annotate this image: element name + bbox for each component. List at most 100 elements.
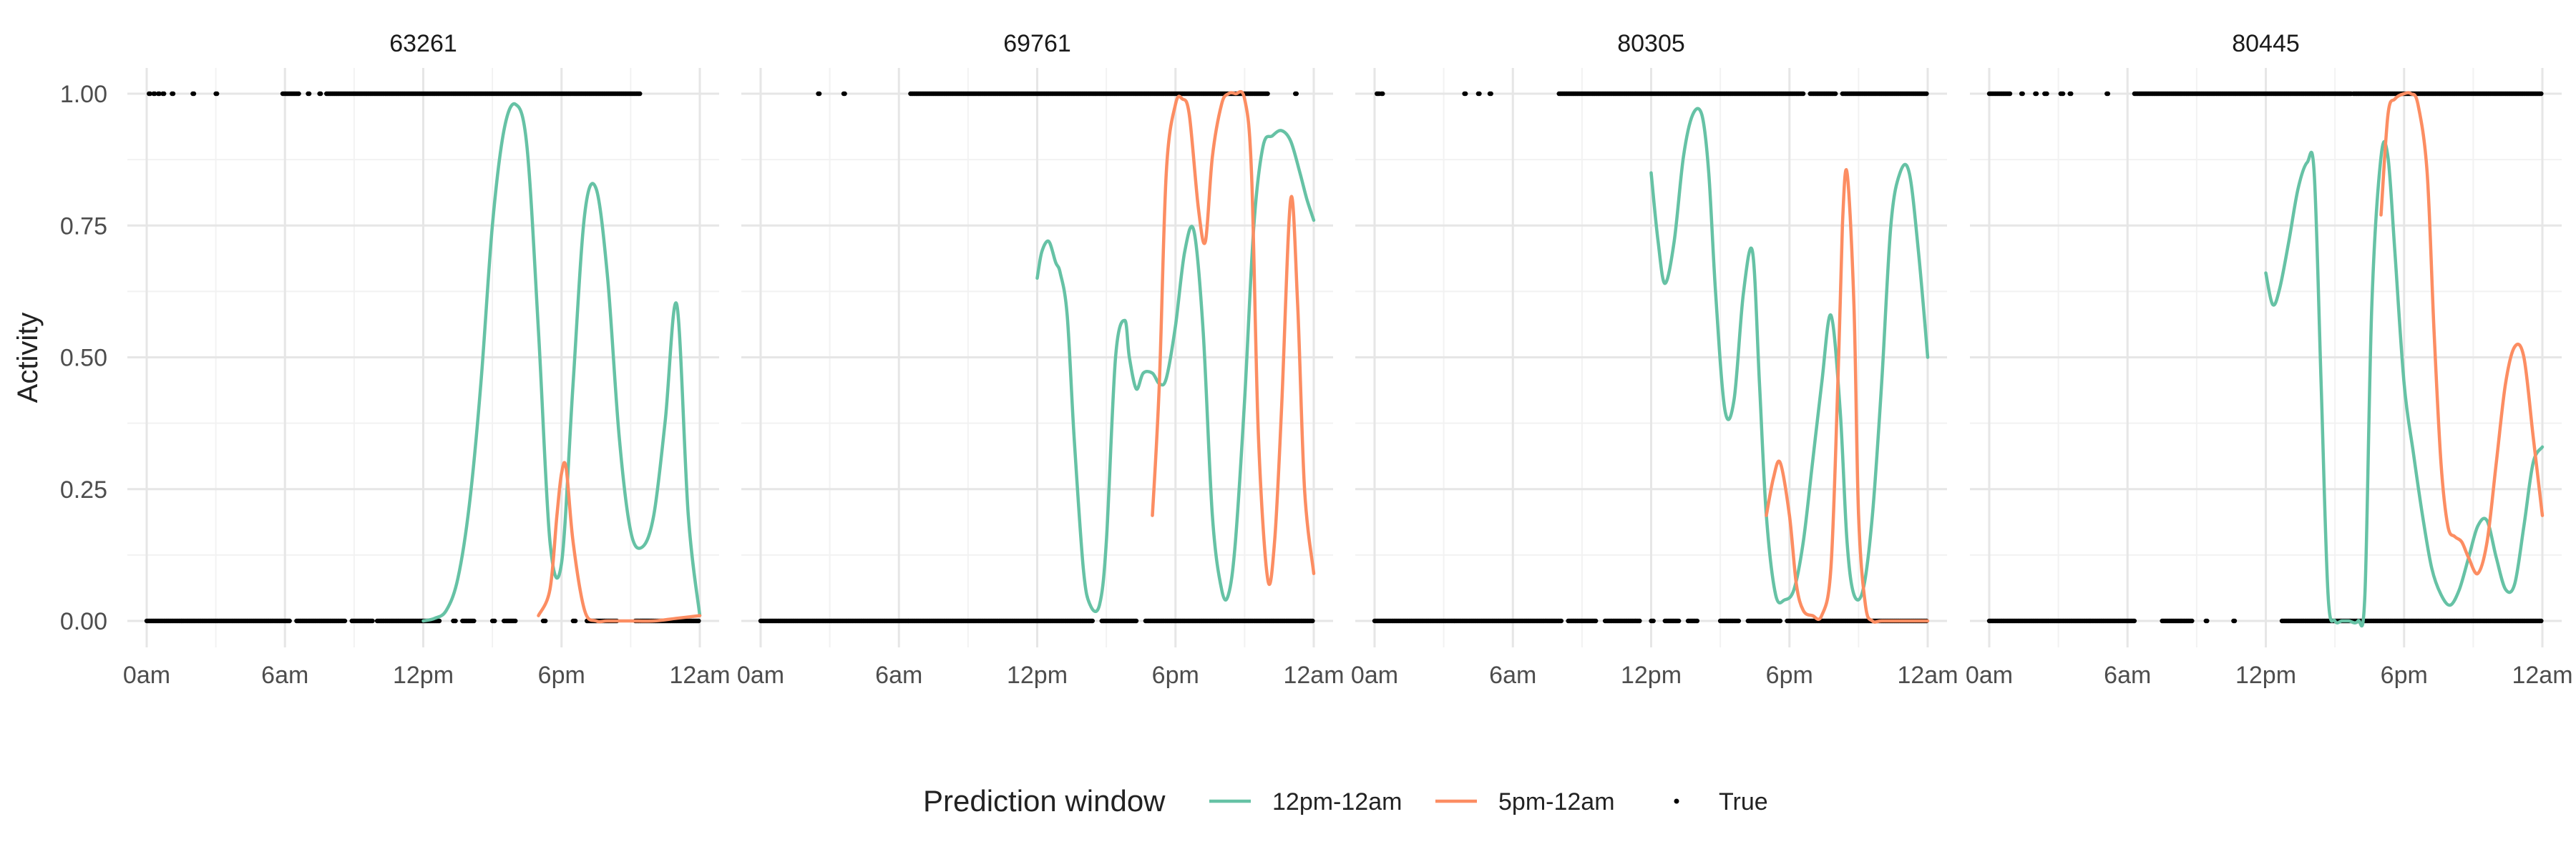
true-point xyxy=(2190,618,2195,624)
x-tick-label: 6pm xyxy=(2381,662,2428,689)
true-point xyxy=(1736,618,1742,624)
y-tick-label: 0.50 xyxy=(60,345,107,372)
true-point xyxy=(2069,91,2074,97)
true-point xyxy=(157,91,162,97)
true-point xyxy=(816,91,822,97)
true-point xyxy=(2007,91,2013,97)
series-line-12pm-12am xyxy=(2264,139,2545,628)
x-tick-label: 0am xyxy=(737,662,784,689)
true-point xyxy=(572,618,578,624)
true-point xyxy=(296,91,301,97)
x-tick-label: 6pm xyxy=(538,662,585,689)
true-point xyxy=(342,618,348,624)
series-line-5pm-12am xyxy=(537,461,702,624)
true-point xyxy=(1380,91,1385,97)
true-point xyxy=(1637,618,1642,624)
y-tick-label: 0.75 xyxy=(60,212,107,240)
x-tick-label: 6am xyxy=(1489,662,1536,689)
legend-entry: 5pm-12am xyxy=(1435,788,1615,816)
legend-title: Prediction window xyxy=(923,784,1166,818)
true-point xyxy=(1477,91,1482,97)
true-point xyxy=(1294,91,1299,97)
true-point xyxy=(2132,618,2137,624)
true-point xyxy=(842,91,847,97)
true-point xyxy=(2044,91,2049,97)
legend-label: 5pm-12am xyxy=(1498,788,1615,816)
true-point xyxy=(453,618,458,624)
x-tick-label: 12pm xyxy=(2235,662,2296,689)
x-tick-label: 0am xyxy=(1966,662,2013,689)
y-axis-title: Activity xyxy=(12,313,44,403)
true-point xyxy=(2232,618,2238,624)
series-line-12pm-12am xyxy=(1035,129,1316,613)
true-point xyxy=(147,91,152,97)
true-point xyxy=(1310,618,1315,624)
true-point xyxy=(370,618,375,624)
true-point xyxy=(1694,618,1700,624)
panel: 69761 0am 6am 12pm 6pm 12am xyxy=(737,30,1345,689)
true-point xyxy=(191,91,197,97)
panel: 80305 0am 6am 12pm 6pm 12am xyxy=(1351,30,1958,689)
x-tick-label: 6am xyxy=(875,662,922,689)
true-point xyxy=(1265,91,1270,97)
true-point xyxy=(1558,618,1564,624)
legend-label: True xyxy=(1719,788,1768,816)
legend: Prediction window 12pm-12am 5pm-12am True xyxy=(923,784,1768,818)
x-tick-label: 12pm xyxy=(1621,662,1682,689)
x-tick-label: 12am xyxy=(1897,662,1958,689)
facet-title: 80305 xyxy=(1617,30,1685,57)
x-tick-label: 6am xyxy=(261,662,308,689)
true-point xyxy=(513,618,518,624)
legend-entry: 12pm-12am xyxy=(1209,788,1402,816)
panels-layer: 63261 0am 6am 12pm 6pm 12am 0.00 0.25 0.50 0.75 1.… xyxy=(60,30,2573,689)
facet-title: 80445 xyxy=(2232,30,2300,57)
panel: 80445 0am 6am 12pm 6pm 12am xyxy=(1966,30,2573,689)
true-point xyxy=(2539,91,2544,97)
true-point xyxy=(2205,618,2210,624)
true-point xyxy=(152,91,157,97)
series-line-5pm-12am xyxy=(1151,89,1316,586)
panel: 63261 0am 6am 12pm 6pm 12am 0.00 0.25 0.50 0.75 1.… xyxy=(60,30,731,689)
y-tick-label: 0.00 xyxy=(60,608,107,635)
x-tick-label: 0am xyxy=(1351,662,1398,689)
x-tick-label: 0am xyxy=(123,662,170,689)
true-point xyxy=(2105,91,2111,97)
true-point xyxy=(2060,91,2066,97)
x-tick-label: 6am xyxy=(2104,662,2151,689)
true-point xyxy=(1651,618,1656,624)
true-point xyxy=(2539,618,2544,624)
series-line-12pm-12am xyxy=(421,102,702,623)
true-point xyxy=(1090,618,1096,624)
x-tick-label: 6pm xyxy=(1152,662,1199,689)
true-point xyxy=(306,91,312,97)
true-points xyxy=(1372,91,1929,624)
true-point xyxy=(215,91,220,97)
true-point xyxy=(1594,618,1599,624)
true-point xyxy=(696,618,701,624)
true-point xyxy=(436,618,442,624)
legend-entry: True xyxy=(1674,788,1768,816)
facet-title: 69761 xyxy=(1003,30,1071,57)
true-point xyxy=(1777,618,1783,624)
x-tick-label: 12am xyxy=(669,662,730,689)
true-point xyxy=(638,91,643,97)
y-tick-label: 1.00 xyxy=(60,81,107,108)
legend-label: 12pm-12am xyxy=(1272,788,1402,816)
true-point xyxy=(162,91,167,97)
true-point xyxy=(492,618,497,624)
true-point xyxy=(287,618,292,624)
x-tick-label: 6pm xyxy=(1766,662,1813,689)
true-points xyxy=(758,91,1315,624)
true-point xyxy=(1463,91,1468,97)
true-point xyxy=(543,618,548,624)
x-tick-label: 12pm xyxy=(393,662,454,689)
true-point xyxy=(1800,91,1806,97)
true-point xyxy=(1833,91,1838,97)
facet-title: 63261 xyxy=(389,30,457,57)
true-point xyxy=(2020,91,2025,97)
true-point xyxy=(318,91,323,97)
series-line-5pm-12am xyxy=(1765,168,1930,624)
y-tick-label: 0.25 xyxy=(60,476,107,504)
